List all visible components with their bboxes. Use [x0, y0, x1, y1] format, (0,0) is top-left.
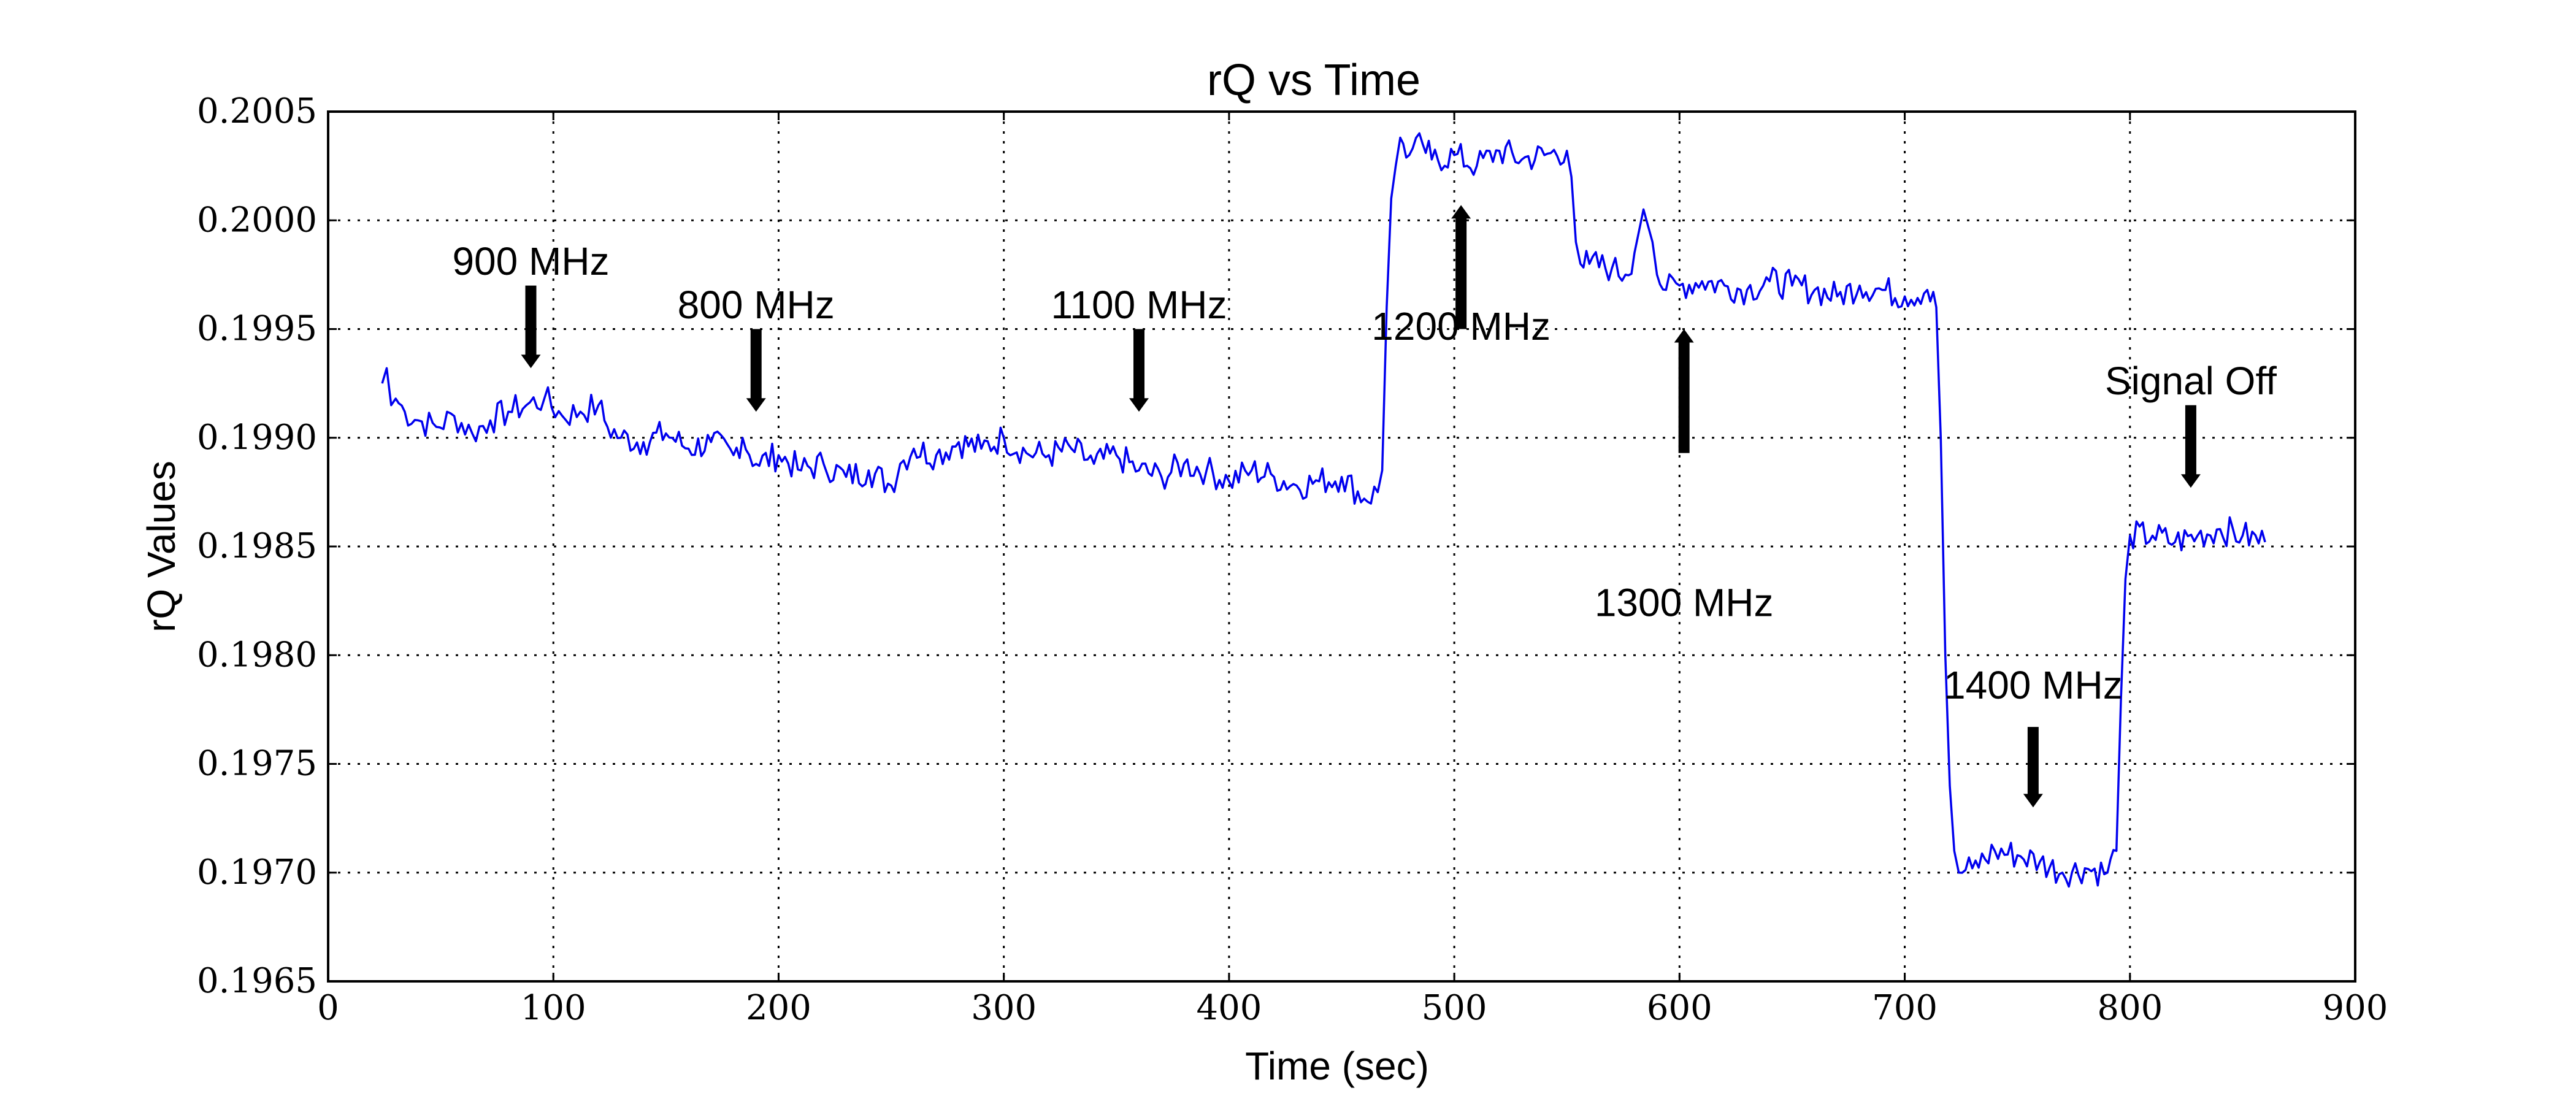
annotation: 1300 MHz — [1595, 329, 1774, 624]
annotation-label: 900 MHz — [452, 239, 609, 283]
rq-series-line — [381, 132, 2266, 888]
grid-lines — [328, 112, 2355, 981]
annotation-arrow — [1451, 205, 1471, 329]
annotation-label: Signal Off — [2105, 359, 2277, 403]
x-tick-label: 200 — [746, 988, 811, 1028]
x-tick-label: 100 — [521, 988, 586, 1028]
x-tick-label: 900 — [2323, 988, 2388, 1028]
x-tick-label: 400 — [1196, 988, 1262, 1028]
annotation-label: 1200 MHz — [1371, 304, 1551, 348]
x-tick-labels: 0 100 200 300 400 500 600 700 800 900 — [317, 988, 2388, 1028]
annotation: 1400 MHz — [1944, 663, 2123, 808]
y-tick-label: 0.1965 — [197, 961, 317, 1001]
y-tick-label: 0.1970 — [197, 853, 317, 892]
x-tick-label: 600 — [1647, 988, 1712, 1028]
x-tick-label: 300 — [971, 988, 1037, 1028]
y-tick-label: 0.1985 — [197, 526, 317, 566]
annotation-label: 1100 MHz — [1051, 283, 1227, 327]
annotation-arrow — [1129, 329, 1149, 412]
annotation-arrow — [2180, 405, 2201, 488]
annotation: 800 MHz — [678, 283, 835, 412]
y-tick-label: 0.2000 — [197, 200, 317, 240]
x-tick-label: 700 — [1872, 988, 1938, 1028]
annotations: 900 MHz 800 MHz 1100 MHz 1200 MHz 1300 MHz 14… — [452, 205, 2277, 808]
x-tick-label: 500 — [1422, 988, 1487, 1028]
y-tick-label: 0.1975 — [197, 744, 317, 784]
y-tick-label: 0.1995 — [197, 309, 317, 349]
annotation: 1100 MHz — [1051, 283, 1227, 412]
series-layer — [381, 132, 2266, 888]
annotation: Signal Off — [2105, 359, 2277, 488]
annotation-label: 800 MHz — [678, 283, 835, 327]
x-tick-label: 0 — [317, 988, 339, 1028]
plot-frame — [327, 110, 2356, 983]
annotation-arrow — [2023, 727, 2043, 808]
annotation-label: 1300 MHz — [1595, 580, 1774, 624]
annotation: 900 MHz — [452, 239, 610, 369]
x-tick-label: 800 — [2097, 988, 2163, 1028]
y-tick-label: 0.1990 — [197, 418, 317, 458]
y-tick-label: 0.2005 — [197, 91, 317, 131]
y-tick-label: 0.1980 — [197, 635, 317, 675]
annotation: 1200 MHz — [1371, 205, 1551, 348]
annotation-arrow — [1674, 329, 1694, 453]
y-tick-labels: 0.1965 0.1970 0.1975 0.1980 0.1985 0.1990 0.19… — [197, 91, 317, 1001]
chart-title: rQ vs Time — [1207, 56, 1420, 105]
annotation-arrow — [521, 285, 541, 369]
annotation-arrow — [746, 329, 766, 412]
annotation-label: 1400 MHz — [1944, 663, 2123, 707]
axis-ticks — [327, 110, 2356, 983]
y-axis-label: rQ Values — [139, 461, 183, 632]
x-axis-label: Time (sec) — [1245, 1044, 1429, 1088]
